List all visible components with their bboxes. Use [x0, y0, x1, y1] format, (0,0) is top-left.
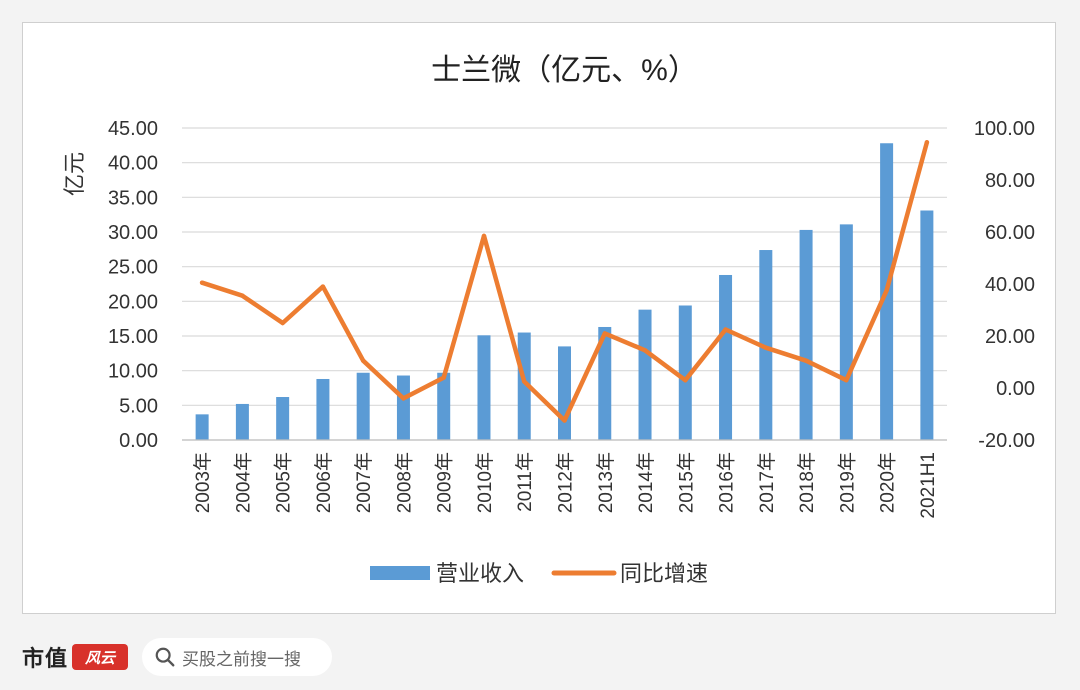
line-point-growth — [642, 348, 648, 353]
legend-swatch-revenue — [370, 566, 430, 580]
y-tick-label-left: 35.00 — [108, 187, 158, 209]
line-point-growth — [522, 379, 527, 384]
x-tick-label: 2004年 — [232, 452, 254, 513]
bar-revenue — [276, 397, 290, 440]
bar-revenue — [799, 229, 813, 440]
line-point-growth — [481, 233, 487, 239]
x-tick-label: 2010年 — [474, 452, 496, 513]
x-tick-label: 2014年 — [635, 452, 657, 513]
y-tick-label-left: 30.00 — [108, 222, 158, 244]
bar-revenue — [839, 224, 853, 440]
brand-badge: 风云 — [72, 644, 129, 670]
bar-revenue — [235, 403, 249, 440]
x-tick-label: 2007年 — [353, 452, 375, 513]
search-icon — [155, 647, 175, 667]
bar-revenue — [678, 305, 692, 440]
line-point-growth — [844, 378, 849, 383]
x-tick-label: 2017年 — [756, 452, 778, 513]
bar-revenue — [719, 274, 733, 440]
chart: 士兰微（亿元、%） 亿元 0.00 5.00 10.00 15.00 20.00 25.00 3… — [62, 54, 1035, 586]
bar-revenue — [195, 414, 209, 440]
bar-revenue — [316, 378, 330, 440]
x-tick-label: 2015年 — [675, 452, 697, 513]
bar-revenue — [517, 332, 531, 440]
line-point-growth — [763, 345, 769, 350]
x-tick-label: 2018年 — [796, 452, 818, 513]
line-point-growth — [683, 378, 688, 383]
line-point-growth — [602, 331, 607, 336]
y-tick-label-right: 60.00 — [985, 222, 1035, 244]
y-tick-label-left: 5.00 — [119, 395, 158, 417]
line-point-growth — [924, 140, 930, 145]
y-tick-label-right: 100.00 — [974, 118, 1035, 140]
x-tick-label: 2011年 — [514, 452, 536, 512]
footer: 市值 风云 买股之前搜一搜 — [0, 622, 1080, 690]
bar-revenue — [558, 346, 571, 440]
y-tick-label-left: 25.00 — [108, 257, 158, 279]
y-tick-label-left: 15.00 — [108, 326, 158, 348]
bar-revenue — [396, 375, 410, 440]
bar-revenue — [477, 335, 491, 440]
x-tick-label: 2020年 — [877, 452, 899, 513]
x-tick-label: 2006年 — [313, 452, 335, 513]
line-point-growth — [280, 320, 285, 326]
line-point-growth — [441, 375, 446, 380]
line-point-growth — [401, 396, 406, 401]
x-tick-label: 2005年 — [273, 452, 295, 513]
y-tick-label-right: -20.00 — [978, 430, 1035, 452]
bar-revenue — [356, 372, 370, 440]
y-tick-label-right: 80.00 — [985, 170, 1035, 192]
brand-name: 市值 — [22, 647, 69, 672]
y-tick-label-left: 45.00 — [108, 118, 158, 140]
bar-revenue — [920, 210, 934, 440]
line-point-growth — [360, 358, 366, 363]
legend-label-growth: 同比增速 — [620, 561, 708, 586]
line-point-growth — [723, 327, 728, 332]
line-point-growth — [562, 418, 567, 423]
line-point-growth — [199, 280, 205, 285]
y-tick-label-left: 0.00 — [119, 430, 158, 452]
x-tick-label: 2019年 — [836, 452, 858, 513]
line-point-growth — [320, 284, 326, 289]
y-tick-label-right: 0.00 — [996, 378, 1035, 400]
chart-title: 士兰微（亿元、%） — [431, 54, 698, 87]
x-tick-label: 2009年 — [434, 452, 456, 513]
line-point-growth — [884, 288, 889, 293]
y-tick-label-right: 20.00 — [985, 326, 1035, 348]
y-axis-label: 亿元 — [62, 152, 87, 196]
x-tick-label: 2016年 — [716, 452, 738, 513]
x-tick-label: 2021H1 — [918, 452, 939, 519]
y-tick-label-left: 10.00 — [108, 361, 158, 383]
legend-label-revenue: 营业收入 — [436, 561, 524, 586]
bar-revenue — [638, 309, 652, 440]
search-placeholder: 买股之前搜一搜 — [182, 649, 301, 670]
bar-revenue — [437, 372, 451, 440]
bar-revenue — [598, 326, 612, 440]
y-tick-label-left: 40.00 — [108, 153, 158, 175]
x-tick-label: 2008年 — [393, 452, 415, 513]
bar-revenue — [759, 250, 773, 440]
search-box[interactable]: 买股之前搜一搜 — [142, 638, 332, 676]
line-point-growth — [240, 293, 245, 298]
y-tick-label-left: 20.00 — [108, 291, 158, 313]
y-tick-label-right: 40.00 — [985, 274, 1035, 296]
x-tick-label: 2003年 — [192, 452, 214, 513]
line-point-growth — [803, 358, 809, 363]
x-tick-label: 2013年 — [595, 452, 617, 513]
x-tick-label: 2012年 — [555, 452, 577, 513]
brand-logo[interactable]: 市值 风云 — [22, 642, 129, 672]
